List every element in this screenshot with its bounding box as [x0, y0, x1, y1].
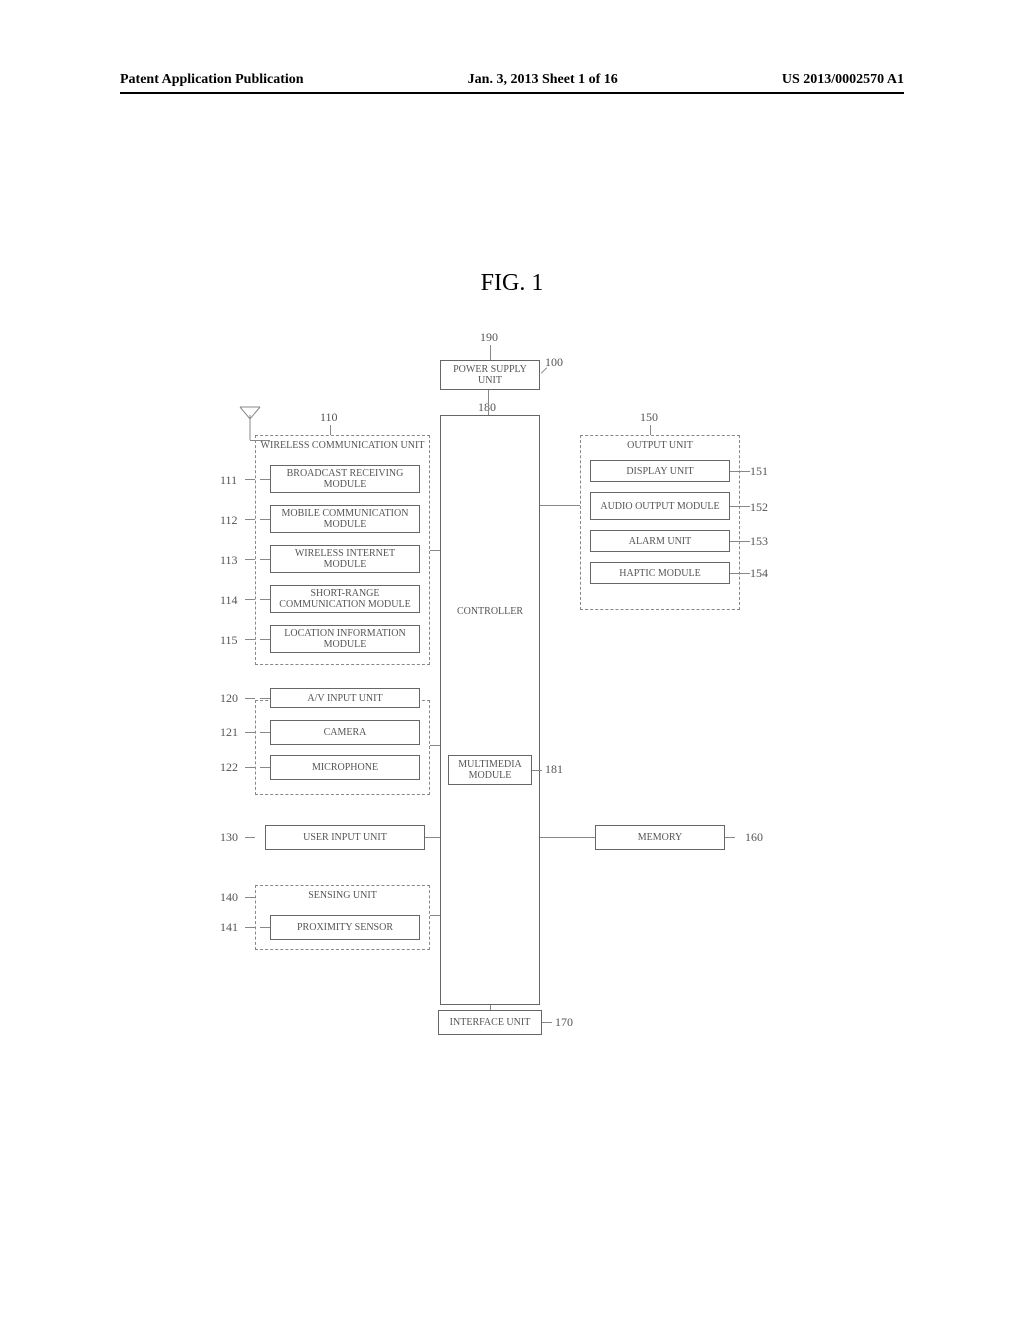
- line-140-ctrl: [430, 915, 440, 916]
- tick-152b: [740, 506, 750, 507]
- diagram: POWER SUPPLY UNIT 190 100 CONTROLLER MUL…: [200, 330, 830, 1030]
- audio-out-box: AUDIO OUTPUT MODULE: [590, 492, 730, 520]
- ref-141: 141: [220, 920, 238, 935]
- tick-115: [245, 639, 255, 640]
- tick-115b: [260, 639, 270, 640]
- ref-140: 140: [220, 890, 238, 905]
- alarm-box: ALARM UNIT: [590, 530, 730, 552]
- tick-152: [730, 506, 740, 507]
- line-130-ctrl: [425, 837, 440, 838]
- controller-box: CONTROLLER: [440, 415, 540, 1005]
- ref-170: 170: [555, 1015, 573, 1030]
- leader-110: [330, 425, 331, 435]
- tick-151: [730, 471, 740, 472]
- tick-111b: [260, 479, 270, 480]
- line-ps-ctrl: [488, 390, 489, 415]
- tick-140: [245, 897, 255, 898]
- controller-label: CONTROLLER: [457, 606, 523, 617]
- ref-154: 154: [750, 566, 768, 581]
- line-ctrl-160: [540, 837, 595, 838]
- page-header: Patent Application Publication Jan. 3, 2…: [120, 72, 904, 94]
- tick-170: [542, 1022, 552, 1023]
- tick-153b: [740, 541, 750, 542]
- ref-130: 130: [220, 830, 238, 845]
- tick-114b: [260, 599, 270, 600]
- ref-113: 113: [220, 553, 238, 568]
- leader-150: [650, 425, 651, 435]
- tick-153: [730, 541, 740, 542]
- multimedia-box: MULTIMEDIA MODULE: [448, 755, 532, 785]
- line-ctrl-150: [540, 505, 580, 506]
- haptic-box: HAPTIC MODULE: [590, 562, 730, 584]
- tick-130: [245, 837, 255, 838]
- ref-110: 110: [320, 410, 338, 425]
- ref-150: 150: [640, 410, 658, 425]
- ref-122: 122: [220, 760, 238, 775]
- tick-120: [245, 698, 255, 699]
- sensing-title: SENSING UNIT: [256, 890, 429, 901]
- tick-122b: [260, 767, 270, 768]
- tick-160: [725, 837, 735, 838]
- line-120-ctrl: [430, 745, 440, 746]
- ref-112: 112: [220, 513, 238, 528]
- line-110-ctrl: [430, 550, 440, 551]
- wireless-internet-box: WIRELESS INTERNET MODULE: [270, 545, 420, 573]
- ref-115: 115: [220, 633, 238, 648]
- ref-152: 152: [750, 500, 768, 515]
- interface-box: INTERFACE UNIT: [438, 1010, 542, 1035]
- line-ctrl-170: [490, 1005, 491, 1010]
- short-range-box: SHORT-RANGE COMMUNICATION MODULE: [270, 585, 420, 613]
- ref-120: 120: [220, 691, 238, 706]
- power-supply-box: POWER SUPPLY UNIT: [440, 360, 540, 390]
- antenna-icon: [235, 405, 265, 440]
- ref-180: 180: [478, 400, 496, 415]
- tick-114: [245, 599, 255, 600]
- tick-113b: [260, 559, 270, 560]
- tick-141: [245, 927, 255, 928]
- location-box: LOCATION INFORMATION MODULE: [270, 625, 420, 653]
- av-title-box: A/V INPUT UNIT: [270, 688, 420, 708]
- output-title: OUTPUT UNIT: [581, 440, 739, 451]
- ref-111: 111: [220, 473, 237, 488]
- leader-190: [490, 345, 491, 360]
- ref-100: 100: [545, 355, 563, 370]
- ref-160: 160: [745, 830, 763, 845]
- tick-154b: [740, 573, 750, 574]
- header-left: Patent Application Publication: [120, 72, 304, 88]
- tick-113: [245, 559, 255, 560]
- page: Patent Application Publication Jan. 3, 2…: [0, 0, 1024, 1320]
- tick-122: [245, 767, 255, 768]
- tick-141b: [260, 927, 270, 928]
- av-group: [255, 700, 430, 795]
- wireless-comm-title: WIRELESS COMMUNICATION UNIT: [256, 440, 429, 451]
- user-input-box: USER INPUT UNIT: [265, 825, 425, 850]
- camera-box: CAMERA: [270, 720, 420, 745]
- header-right: US 2013/0002570 A1: [782, 72, 904, 88]
- tick-121b: [260, 732, 270, 733]
- ref-151: 151: [750, 464, 768, 479]
- ref-121: 121: [220, 725, 238, 740]
- leader-100: [541, 367, 547, 373]
- tick-111: [245, 479, 255, 480]
- tick-121: [245, 732, 255, 733]
- antenna-connect: [250, 440, 270, 441]
- ref-181: 181: [545, 762, 563, 777]
- ref-114: 114: [220, 593, 238, 608]
- display-box: DISPLAY UNIT: [590, 460, 730, 482]
- ref-190: 190: [480, 330, 498, 345]
- proximity-box: PROXIMITY SENSOR: [270, 915, 420, 940]
- tick-181: [532, 770, 542, 771]
- tick-151b: [740, 471, 750, 472]
- header-center: Jan. 3, 2013 Sheet 1 of 16: [468, 72, 618, 88]
- ref-153: 153: [750, 534, 768, 549]
- broadcast-box: BROADCAST RECEIVING MODULE: [270, 465, 420, 493]
- memory-box: MEMORY: [595, 825, 725, 850]
- tick-120b: [260, 698, 270, 699]
- tick-154: [730, 573, 740, 574]
- tick-112b: [260, 519, 270, 520]
- mobile-box: MOBILE COMMUNICATION MODULE: [270, 505, 420, 533]
- microphone-box: MICROPHONE: [270, 755, 420, 780]
- figure-title: FIG. 1: [0, 270, 1024, 297]
- tick-112: [245, 519, 255, 520]
